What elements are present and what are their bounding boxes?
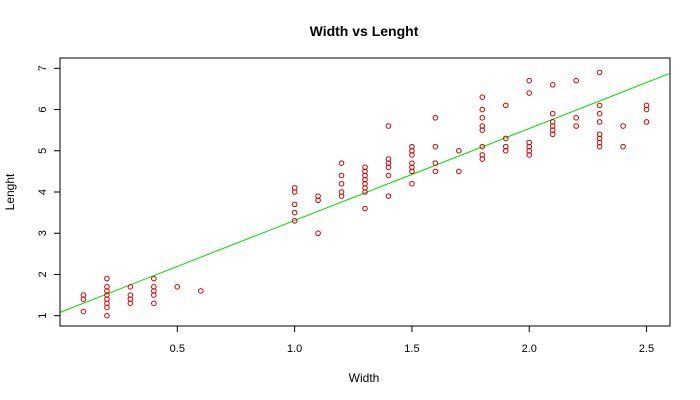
data-point bbox=[596, 102, 603, 109]
data-point bbox=[291, 218, 298, 224]
data-point bbox=[596, 131, 603, 138]
data-point bbox=[502, 102, 509, 109]
data-point bbox=[526, 90, 533, 96]
data-point bbox=[596, 119, 603, 125]
data-point bbox=[620, 123, 626, 129]
data-point bbox=[432, 168, 439, 175]
data-point bbox=[573, 123, 579, 129]
data-point bbox=[479, 94, 486, 100]
data-point bbox=[151, 284, 157, 290]
data-point bbox=[549, 82, 556, 88]
data-point bbox=[549, 119, 556, 125]
data-point bbox=[385, 172, 392, 179]
data-point bbox=[620, 143, 626, 150]
data-point bbox=[385, 156, 392, 162]
x-axis: 0.5 1.0 1.5 2.0 2.5 bbox=[170, 326, 654, 355]
data-point bbox=[291, 185, 298, 191]
data-point bbox=[526, 139, 533, 146]
y-axis-label: Lenght bbox=[3, 173, 17, 210]
x-axis-label: Width bbox=[349, 371, 380, 385]
data-point bbox=[104, 284, 110, 290]
data-point bbox=[409, 180, 415, 187]
chart-title: Width vs Lenght bbox=[310, 23, 419, 39]
data-points bbox=[80, 69, 650, 319]
data-point bbox=[291, 209, 298, 216]
data-point bbox=[385, 193, 392, 199]
data-point bbox=[151, 275, 157, 282]
x-tick-label: 1.0 bbox=[287, 343, 302, 355]
data-point bbox=[479, 114, 486, 121]
data-point bbox=[643, 102, 650, 109]
x-tick-label: 2.5 bbox=[639, 343, 654, 355]
data-point bbox=[432, 114, 439, 121]
data-point bbox=[338, 172, 345, 179]
data-point bbox=[479, 106, 486, 113]
data-point bbox=[80, 292, 87, 298]
data-point bbox=[338, 180, 345, 187]
data-point bbox=[127, 292, 134, 298]
y-tick-label: 7 bbox=[37, 65, 49, 71]
data-point bbox=[596, 69, 603, 76]
data-point bbox=[526, 77, 533, 84]
y-axis: 1 2 3 4 5 6 7 bbox=[37, 65, 60, 319]
data-point bbox=[456, 168, 462, 175]
data-point bbox=[174, 284, 181, 290]
x-tick-label: 1.5 bbox=[404, 343, 419, 355]
data-point bbox=[291, 201, 298, 208]
data-point bbox=[432, 143, 439, 150]
data-point bbox=[338, 160, 345, 166]
data-point bbox=[479, 123, 486, 129]
data-point bbox=[479, 152, 486, 158]
data-point bbox=[432, 160, 439, 166]
data-point bbox=[197, 288, 204, 294]
data-point bbox=[338, 189, 345, 195]
data-point bbox=[80, 308, 87, 315]
data-point bbox=[127, 284, 134, 290]
data-point bbox=[456, 147, 462, 154]
data-point bbox=[549, 110, 556, 117]
data-point bbox=[409, 160, 415, 166]
data-point bbox=[409, 143, 415, 150]
data-point bbox=[643, 119, 650, 125]
data-point bbox=[104, 275, 110, 282]
data-point bbox=[315, 193, 321, 199]
data-point bbox=[385, 123, 392, 129]
regression-line bbox=[59, 72, 671, 313]
data-point bbox=[479, 143, 486, 150]
y-tick-label: 5 bbox=[37, 148, 49, 154]
y-tick-label: 6 bbox=[37, 106, 49, 112]
data-point bbox=[502, 135, 509, 142]
data-point bbox=[362, 205, 368, 212]
data-point bbox=[315, 230, 321, 237]
data-point bbox=[596, 110, 603, 117]
x-tick-label: 0.5 bbox=[170, 343, 185, 355]
data-point bbox=[573, 114, 579, 121]
x-tick-label: 2.0 bbox=[522, 343, 537, 355]
data-point bbox=[104, 312, 110, 319]
y-tick-label: 3 bbox=[37, 230, 49, 236]
y-tick-label: 2 bbox=[37, 271, 49, 277]
y-tick-label: 4 bbox=[37, 189, 49, 195]
data-point bbox=[151, 300, 157, 307]
y-tick-label: 1 bbox=[37, 313, 49, 319]
data-point bbox=[502, 143, 509, 150]
data-point bbox=[362, 164, 368, 171]
data-point bbox=[573, 77, 579, 84]
